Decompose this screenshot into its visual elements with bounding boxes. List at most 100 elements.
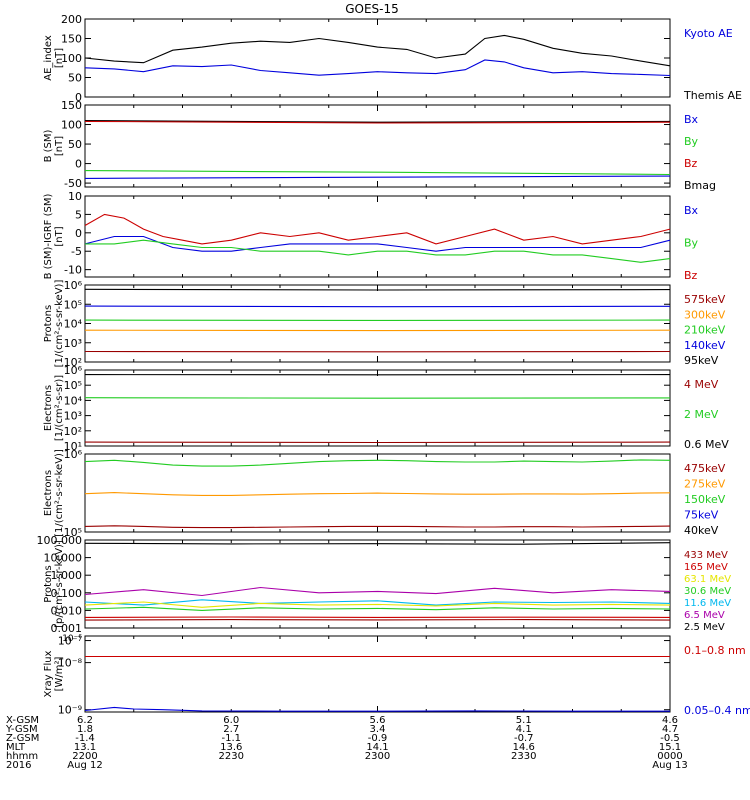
footer-value: -1.1 — [221, 733, 241, 744]
y-tick-label: 100 — [61, 119, 82, 132]
y-axis-label: [nT] — [54, 226, 65, 246]
legend-entry: 275keV — [684, 478, 726, 491]
footer-value: 2.7 — [223, 724, 239, 735]
legend-entry: 140keV — [684, 339, 726, 352]
y-tick-label: 10² — [64, 425, 82, 438]
y-tick-label: 10⁶ — [64, 279, 83, 292]
y-tick-label: -10 — [64, 264, 82, 277]
legend-entry: Themis AE — [683, 89, 742, 102]
legend-entry: Bx — [684, 113, 699, 126]
y-tick-label: 0.010 — [51, 604, 83, 617]
legend-entry: 150keV — [684, 493, 726, 506]
legend-entry: 475keV — [684, 462, 726, 475]
footer-row-label: Z-GSM — [6, 733, 39, 744]
y-axis-label: [1/(cm²-s-sr)] — [54, 375, 65, 441]
y-axis-label: Protons — [43, 565, 54, 602]
y-axis-label: B (SM)-IGRF (SM) — [43, 194, 54, 280]
legend-entry: 2 MeV — [684, 408, 719, 421]
y-tick-label: 10⁻⁸ — [58, 657, 83, 670]
y-tick-label: 10¹ — [64, 440, 82, 453]
legend-entry: 75keV — [684, 509, 719, 522]
y-tick-label: 10⁶ — [64, 448, 83, 461]
footer-value: 4.1 — [516, 724, 532, 735]
series-line — [84, 599, 671, 606]
y-axis-label: Protons — [43, 305, 54, 342]
y-axis-label: Electrons — [43, 385, 54, 431]
footer-value: 0000 — [657, 751, 682, 762]
legend-entry: 0.6 MeV — [684, 438, 729, 451]
y-tick-label: -5 — [71, 245, 82, 258]
legend-entry: Kyoto AE — [684, 27, 733, 40]
y-tick-label: 5 — [75, 208, 82, 221]
series-line — [84, 288, 671, 291]
y-tick-label: 10 — [68, 190, 82, 203]
y-tick-label: 10⁴ — [64, 318, 83, 331]
panel-frame — [84, 18, 671, 98]
y-axis-label: [nT] — [54, 136, 65, 156]
y-tick-label: 10³ — [64, 337, 82, 350]
y-axis-label: [1/(cm²-s-sr-keV)] — [54, 280, 65, 368]
series-line — [84, 706, 670, 712]
y-tick-label: 100 — [61, 52, 82, 65]
footer-value: -0.5 — [660, 733, 680, 744]
y-axis-label: [1/(cm²-s-sr-keV)] — [54, 449, 65, 537]
footer-value: -1.4 — [75, 733, 95, 744]
footer-value: 14.1 — [366, 742, 388, 753]
legend-entry: Bmag — [684, 179, 716, 192]
y-tick-label: 0 — [75, 158, 82, 171]
series-line — [84, 235, 671, 252]
footer-value: Aug 12 — [67, 760, 102, 771]
series-line — [84, 120, 671, 123]
footer-value: 14.6 — [513, 742, 535, 753]
series-line — [84, 525, 671, 529]
series-line — [84, 175, 671, 179]
y-tick-label: 0.001 — [51, 622, 83, 635]
footer-row-label: MLT — [6, 742, 26, 753]
panel-ae: 0 50 100 150 200 AE_index [nT] Kyoto AE Themis A… — [43, 13, 742, 104]
footer-row-label: 2016 — [6, 760, 31, 771]
y-tick-label: 10² — [64, 356, 82, 369]
series-line — [85, 239, 671, 263]
y-tick-label: 50 — [68, 138, 82, 151]
y-tick-label: 0 — [75, 227, 82, 240]
legend-entry: By — [684, 135, 699, 148]
panel-frame — [84, 635, 671, 713]
panel-electrons_low: 10⁵ 10⁶ Electrons [1/(cm²-s-sr-keV)] 475keV 2… — [43, 448, 726, 539]
series-line — [84, 492, 671, 496]
legend-entry: 210keV — [684, 324, 726, 337]
series-line — [84, 586, 671, 597]
y-tick-label: 0.100 — [51, 587, 83, 600]
series-line — [84, 542, 671, 545]
footer-value: 13.1 — [74, 742, 96, 753]
legend-entry: Bz — [684, 269, 698, 282]
y-tick-label: 10⁶ — [64, 364, 83, 377]
footer-row-label: X-GSM — [6, 715, 39, 726]
panel-protons_high: 0.001 0.010 0.100 1.000 10.000 100.000 Protons… — [37, 534, 732, 635]
legend-entry: By — [684, 237, 699, 250]
y-tick-label: 10⁵ — [64, 298, 82, 311]
y-axis-label: Xray Flux — [43, 650, 54, 697]
footer-value: 5.6 — [370, 715, 386, 726]
y-tick-label: -50 — [64, 177, 82, 190]
footer-value: 5.1 — [516, 715, 532, 726]
y-tick-label: 10⁴ — [64, 394, 83, 407]
panel-frame — [84, 539, 671, 629]
series-line — [84, 59, 671, 77]
panel-frame — [84, 104, 671, 188]
footer-value: 4.6 — [662, 715, 678, 726]
legend-entry: 575keV — [684, 293, 726, 306]
footer-value: 2330 — [511, 751, 536, 762]
legend-entry: 0.05–0.4 nm — [684, 704, 750, 717]
footer-value: 2200 — [72, 751, 97, 762]
series-line — [84, 170, 671, 176]
y-tick-label: 150 — [61, 33, 82, 46]
legend-entry: 40keV — [684, 524, 719, 537]
footer-row-label: Y-GSM — [5, 724, 38, 735]
y-tick-label: 10⁵ — [64, 379, 82, 392]
footer-value: -0.7 — [514, 733, 534, 744]
y-tick-label: 10³ — [64, 410, 82, 423]
legend-entry: 0.1–0.8 nm — [684, 644, 746, 657]
panel-frame — [84, 284, 671, 363]
